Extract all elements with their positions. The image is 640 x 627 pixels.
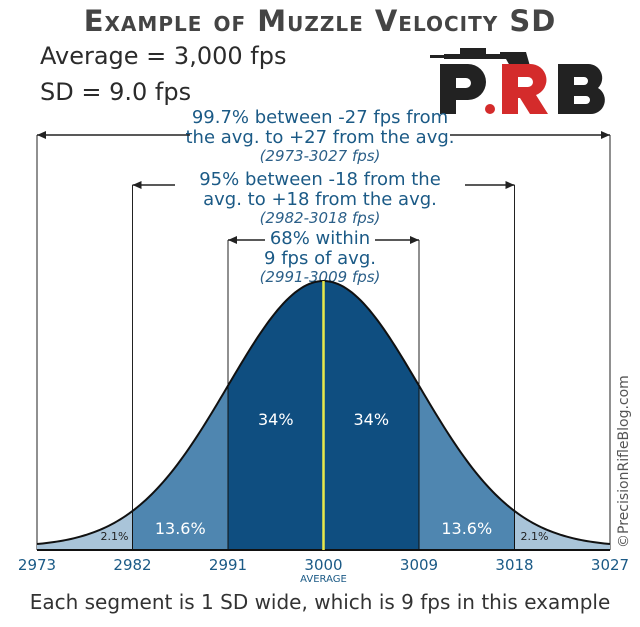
band-95-line1: 95% between -18 from the (199, 169, 441, 190)
arrowhead-left (37, 131, 46, 139)
band-99-7-label: 99.7% between -27 fps from the avg. to +… (0, 108, 640, 164)
band-68-line1: 68% within (269, 228, 371, 249)
segment-label-5: 13.6% (441, 519, 492, 538)
arrowhead-right (601, 131, 610, 139)
watermark-text: ©PrecisionRifleBlog.com (616, 375, 632, 548)
segment-label-6: 2.1% (521, 530, 549, 543)
segment-label-1: 2.1% (101, 530, 129, 543)
x-tick-label: 3009 (400, 556, 438, 574)
arrowhead-left (132, 181, 142, 189)
band-68-range: (2991-3009 fps) (259, 267, 381, 286)
x-tick-label: 3027 (591, 556, 629, 574)
rifle-icon (430, 48, 530, 66)
segment-1 (37, 511, 133, 550)
band-68-label: 68% within 9 fps of avg. (2991-3009 fps) (0, 229, 640, 285)
band-99-7-line2: the avg. to +27 from the avg. (185, 126, 455, 148)
band-68-line2: 9 fps of avg. (264, 247, 376, 269)
segment-label-3: 34% (258, 410, 294, 429)
x-tick-label: 2982 (113, 556, 151, 574)
page-title: Example of Muzzle Velocity SD (83, 4, 557, 38)
band-99-7-range: (2973-3027 fps) (259, 146, 381, 165)
band-95-label: 95% between -18 from the avg. to +18 fro… (0, 170, 640, 226)
x-tick-label: 3018 (495, 556, 533, 574)
band-99-7-line1: 99.7% between -27 fps from (191, 107, 449, 128)
x-tick-label: 2973 (18, 556, 56, 574)
segment-4 (323, 281, 419, 550)
x-tick-label: 2991 (209, 556, 247, 574)
prb-logo (430, 48, 605, 115)
average-label: AVERAGE (300, 574, 347, 585)
segment-label-4: 34% (353, 410, 389, 429)
x-tick-label: 3000 (304, 556, 342, 574)
segment-label-2: 13.6% (155, 519, 206, 538)
average-stat: Average = 3,000 fps (40, 42, 287, 70)
segment-6 (514, 511, 610, 550)
sd-stat: SD = 9.0 fps (40, 78, 192, 106)
band-95-line2: avg. to +18 from the avg. (203, 188, 437, 210)
arrowhead-left (228, 236, 237, 244)
segment-3 (228, 281, 324, 550)
logo-letters (440, 63, 605, 115)
band-95-range: (2982-3018 fps) (259, 208, 381, 227)
arrowhead-right (410, 236, 419, 244)
arrowhead-right (505, 181, 515, 189)
footer-caption: Each segment is 1 SD wide, which is 9 fp… (29, 590, 611, 614)
